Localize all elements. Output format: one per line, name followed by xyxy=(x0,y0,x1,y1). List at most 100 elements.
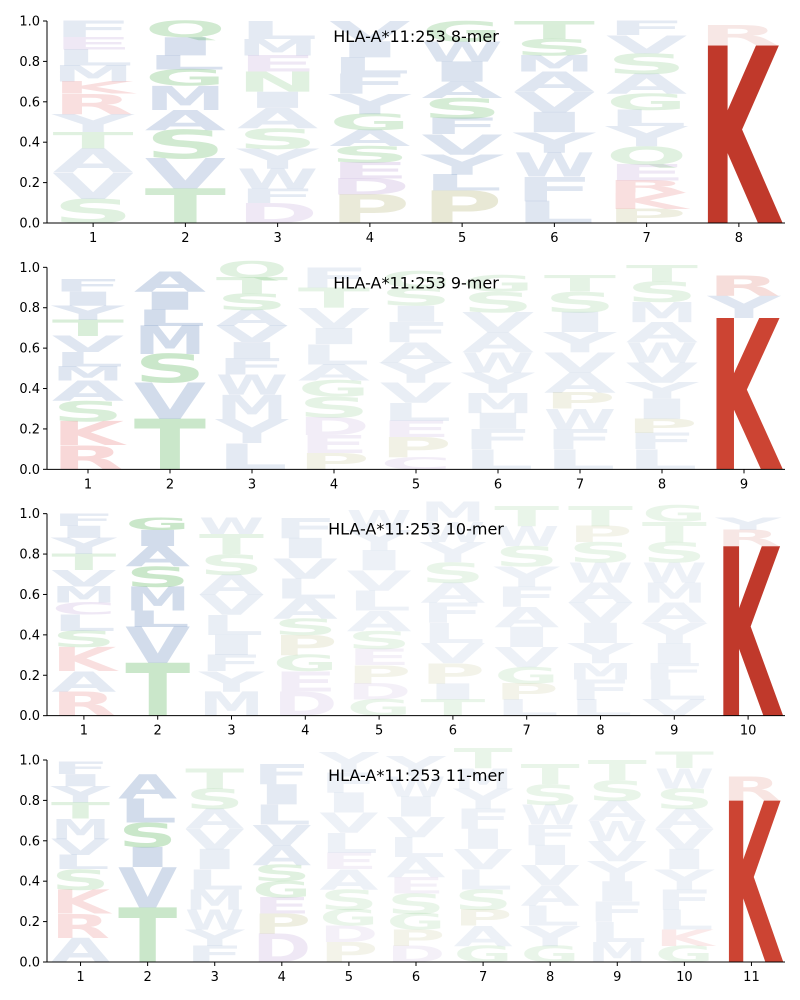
logo-letter-S: S xyxy=(237,123,318,155)
logo-letter-M: M xyxy=(568,659,633,685)
logo-letter-G: G xyxy=(642,502,707,528)
logo-letter-G: G xyxy=(422,16,503,48)
logo-letter-I: I xyxy=(422,56,503,88)
logo-letter-K: K xyxy=(606,189,691,215)
y-tick-label: 0.0 xyxy=(19,217,40,232)
logo-letter-L: L xyxy=(298,339,370,371)
x-tick-label: 10 xyxy=(740,724,757,739)
logo-letter-I: I xyxy=(347,545,412,577)
logo-letter-I: I xyxy=(521,840,580,872)
logo-letter-L: L xyxy=(51,611,116,637)
logo-letter-A: A xyxy=(298,360,370,386)
x-tick-label: 6 xyxy=(494,477,502,492)
y-tick-label: 1.0 xyxy=(19,15,40,30)
logo-letter-A: A xyxy=(118,768,178,807)
logo-letter-S: S xyxy=(51,627,116,653)
logo-letter-A: A xyxy=(380,337,452,369)
logo-letter-A: A xyxy=(514,66,596,98)
logo-letter-Y: Y xyxy=(51,109,135,138)
logo-letter-S: S xyxy=(52,396,124,428)
logo-letter-I: I xyxy=(386,791,445,823)
logo-letter-G: G xyxy=(462,271,534,297)
logo-letter-I: I xyxy=(51,523,116,542)
logo-letter-Y: Y xyxy=(50,782,112,808)
logo-letter-E: E xyxy=(53,34,134,53)
logo-letter-A: A xyxy=(568,577,633,609)
logo-letter-W: W xyxy=(626,337,698,369)
logo-letter-V: V xyxy=(462,307,534,339)
logo-letter-E: E xyxy=(319,849,378,875)
logo-letter-V: V xyxy=(216,322,288,348)
logo-letter-M: M xyxy=(51,582,116,608)
logo-letter-S: S xyxy=(199,549,264,581)
logo-letter-M: M xyxy=(185,884,244,916)
x-tick-label: 1 xyxy=(84,477,92,492)
logo-letter-P: P xyxy=(544,389,616,415)
logo-letter-A: A xyxy=(386,852,446,884)
logo-letter-V: V xyxy=(185,824,245,856)
logo-letter-V: V xyxy=(145,151,226,199)
logo-letter-Y: Y xyxy=(493,561,560,593)
logo-letter-S: S xyxy=(380,283,452,312)
logo-letter-S: S xyxy=(642,536,707,568)
y-tick-label: 0.0 xyxy=(19,463,40,478)
logo-letter-Y: Y xyxy=(543,327,618,359)
panel-title: HLA-A*11:253 11-mer xyxy=(328,766,504,785)
logo-letter-S: S xyxy=(606,48,687,80)
logo-letter-I: I xyxy=(216,338,288,364)
logo-letter-F: F xyxy=(462,424,534,456)
logo-letter-S: S xyxy=(51,864,110,896)
logo-letter-I: I xyxy=(125,526,190,552)
logo-letter-V: V xyxy=(544,347,616,379)
logo-letter-L: L xyxy=(145,52,226,75)
logo-letter-W: W xyxy=(494,520,559,552)
logo-letter-L: L xyxy=(642,674,707,706)
logo-letter-L: L xyxy=(606,106,687,132)
logo-letter-F: F xyxy=(199,651,264,677)
logo-letter-L: L xyxy=(53,45,134,71)
logo-letter-V: V xyxy=(422,129,504,161)
logo-letter-G: G xyxy=(125,515,190,534)
logo-panel-3: RAKSLCMVTYIFTVLMSAIGMYFILVASTWDEGPSALVIF… xyxy=(19,496,785,771)
logo-letter-A: A xyxy=(51,666,116,698)
y-tick-label: 0.4 xyxy=(19,136,40,151)
logo-letter-K: K xyxy=(51,883,113,922)
logo-letter-F: F xyxy=(454,803,513,835)
logo-letter-P: P xyxy=(420,658,485,690)
x-tick-label: 7 xyxy=(523,724,531,739)
x-tick-label: 5 xyxy=(375,724,383,739)
logo-letter-A: A xyxy=(53,142,134,181)
y-tick-label: 0.6 xyxy=(19,834,40,849)
logo-letter-R: R xyxy=(716,526,781,552)
logo-letter-Y: Y xyxy=(215,412,290,451)
logo-letter-W: W xyxy=(420,516,485,548)
logo-letter-L: L xyxy=(386,832,445,864)
logo-letter-I: I xyxy=(199,629,264,661)
logo-letter-L: L xyxy=(134,306,206,332)
logo-letter-I: I xyxy=(568,617,633,649)
x-tick-label: 2 xyxy=(181,231,189,246)
x-tick-label: 2 xyxy=(143,970,151,985)
logo-letter-F: F xyxy=(420,597,485,629)
logo-letter-E: E xyxy=(273,666,338,698)
logo-letter-V: V xyxy=(494,641,559,673)
logo-letter-K: K xyxy=(655,926,717,952)
logo-letter-V: V xyxy=(51,835,111,861)
logo-letter-I: I xyxy=(642,637,707,669)
logo-letter-R: R xyxy=(53,89,134,121)
x-tick-label: 3 xyxy=(211,970,219,985)
x-tick-label: 4 xyxy=(330,477,338,492)
logo-letter-Y: Y xyxy=(512,127,597,159)
logo-letter-C: C xyxy=(51,600,116,619)
logo-letter-I: I xyxy=(494,621,559,653)
logo-letter-I: I xyxy=(544,307,616,339)
logo-letter-V: V xyxy=(134,373,206,431)
panel-title: HLA-A*11:253 9-mer xyxy=(333,273,499,292)
logo-letter-F: F xyxy=(606,17,687,40)
logo-letter-V: V xyxy=(273,553,338,585)
logo-letter-F: F xyxy=(51,759,110,778)
logo-letter-A: A xyxy=(655,803,715,835)
logo-letter-Y: Y xyxy=(51,302,126,325)
logo-letter-L: L xyxy=(655,904,714,936)
